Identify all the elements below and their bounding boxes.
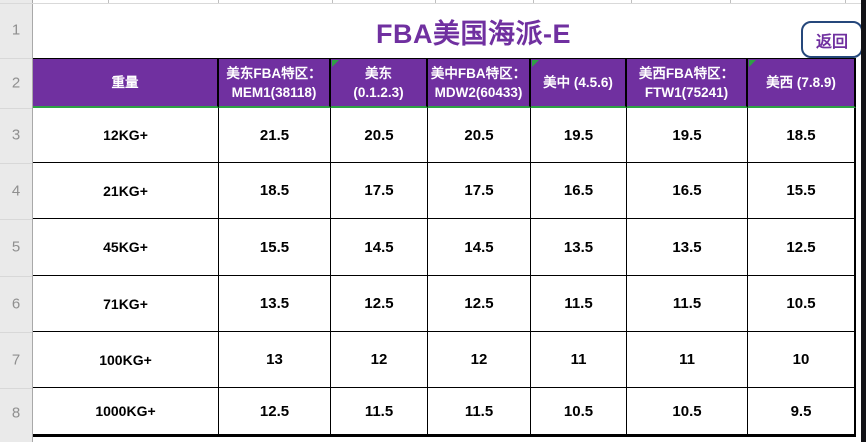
gridline bbox=[845, 0, 846, 3]
row-separator bbox=[0, 332, 32, 333]
error-triangle-icon bbox=[749, 60, 756, 67]
error-triangle-icon bbox=[532, 60, 539, 67]
rate-cell[interactable]: 13.5 bbox=[531, 219, 627, 276]
rate-cell[interactable]: 19.5 bbox=[531, 108, 627, 163]
header-cell-weight[interactable]: 重量 bbox=[33, 58, 219, 108]
rate-cell[interactable]: 16.5 bbox=[531, 163, 627, 219]
rate-cell[interactable]: 13.5 bbox=[219, 276, 331, 332]
rate-cell[interactable]: 17.5 bbox=[428, 163, 531, 219]
rate-cell[interactable]: 10.5 bbox=[748, 276, 856, 332]
gridline bbox=[332, 0, 333, 3]
rate-cell[interactable]: 18.5 bbox=[748, 108, 856, 163]
header-text: 美西FBA特区： bbox=[638, 65, 735, 81]
header-text: 重量 bbox=[111, 75, 139, 90]
gridline bbox=[533, 0, 534, 3]
header-text: MEM1(38118) bbox=[231, 84, 317, 100]
rate-cell[interactable]: 12.5 bbox=[219, 388, 331, 437]
row-number[interactable]: 6 bbox=[11, 295, 21, 313]
rate-cell[interactable]: 19.5 bbox=[627, 108, 748, 163]
header-cell-central[interactable]: 美中 (4.5.6) bbox=[531, 58, 627, 108]
gridline bbox=[0, 3, 866, 4]
rate-cell[interactable]: 21.5 bbox=[219, 108, 331, 163]
row-separator bbox=[0, 388, 32, 389]
gridline bbox=[218, 0, 219, 3]
header-text: (0.1.2.3) bbox=[353, 84, 404, 100]
rate-cell[interactable]: 10.5 bbox=[627, 388, 748, 437]
rate-cell[interactable]: 13 bbox=[219, 332, 331, 388]
rate-table: 重量 美东FBA特区： MEM1(38118) 美东 (0.1.2.3) 美中F… bbox=[33, 58, 856, 437]
gridline bbox=[730, 0, 731, 3]
rate-cell[interactable]: 11.5 bbox=[627, 276, 748, 332]
row-number[interactable]: 1 bbox=[11, 21, 21, 39]
rate-cell[interactable]: 11 bbox=[627, 332, 748, 388]
error-triangle-icon bbox=[332, 60, 339, 67]
rate-cell[interactable]: 11 bbox=[531, 332, 627, 388]
rate-cell[interactable]: 12.5 bbox=[331, 276, 428, 332]
rate-cell[interactable]: 18.5 bbox=[219, 163, 331, 219]
row-number[interactable]: 2 bbox=[11, 74, 21, 92]
rate-cell[interactable]: 14.5 bbox=[428, 219, 531, 276]
header-cell-east-fba[interactable]: 美东FBA特区： MEM1(38118) bbox=[219, 58, 331, 108]
row-separator bbox=[0, 276, 32, 277]
row-separator bbox=[0, 163, 32, 164]
rate-cell[interactable]: 12 bbox=[428, 332, 531, 388]
rate-cell[interactable]: 11.5 bbox=[428, 388, 531, 437]
rate-cell[interactable]: 15.5 bbox=[219, 219, 331, 276]
rate-cell[interactable]: 13.5 bbox=[627, 219, 748, 276]
header-text: 美西 (7.8.9) bbox=[766, 75, 836, 90]
header-text: 美中 (4.5.6) bbox=[543, 75, 613, 90]
weight-cell[interactable]: 71KG+ bbox=[33, 276, 219, 332]
rate-cell[interactable]: 12.5 bbox=[748, 219, 856, 276]
gridline bbox=[108, 0, 109, 3]
rate-cell[interactable]: 11.5 bbox=[331, 388, 428, 437]
rate-cell[interactable]: 10 bbox=[748, 332, 856, 388]
rate-cell[interactable]: 12.5 bbox=[428, 276, 531, 332]
row-header-column: 1 2 3 4 5 6 7 8 bbox=[0, 0, 33, 442]
row-separator bbox=[0, 108, 32, 109]
rate-cell[interactable]: 20.5 bbox=[428, 108, 531, 163]
page-title: FBA美国海派-E bbox=[376, 18, 571, 49]
weight-cell[interactable]: 12KG+ bbox=[33, 108, 219, 163]
row-separator bbox=[0, 58, 32, 59]
back-button[interactable]: 返回 bbox=[801, 21, 863, 58]
header-cell-central-fba[interactable]: 美中FBA特区： MDW2(60433) bbox=[428, 58, 531, 108]
rate-cell[interactable]: 12 bbox=[331, 332, 428, 388]
gridline bbox=[631, 0, 632, 3]
gridline bbox=[435, 0, 436, 3]
rate-cell[interactable]: 20.5 bbox=[331, 108, 428, 163]
rate-cell[interactable]: 17.5 bbox=[331, 163, 428, 219]
rate-cell[interactable]: 14.5 bbox=[331, 219, 428, 276]
row-number[interactable]: 8 bbox=[11, 404, 21, 422]
rate-cell[interactable]: 9.5 bbox=[748, 388, 856, 437]
window-edge bbox=[861, 0, 866, 442]
header-text: MDW2(60433) bbox=[434, 84, 523, 100]
weight-cell[interactable]: 1000KG+ bbox=[33, 388, 219, 437]
rate-cell[interactable]: 15.5 bbox=[748, 163, 856, 219]
weight-cell[interactable]: 21KG+ bbox=[33, 163, 219, 219]
row-number[interactable]: 4 bbox=[11, 182, 21, 200]
weight-cell[interactable]: 100KG+ bbox=[33, 332, 219, 388]
header-text: 美东 bbox=[365, 65, 392, 81]
title-cell[interactable]: FBA美国海派-E bbox=[33, 4, 856, 58]
row-number[interactable]: 5 bbox=[11, 238, 21, 256]
header-cell-west-fba[interactable]: 美西FBA特区： FTW1(75241) bbox=[627, 58, 748, 108]
rate-cell[interactable]: 11.5 bbox=[531, 276, 627, 332]
row-separator bbox=[0, 219, 32, 220]
weight-cell[interactable]: 45KG+ bbox=[33, 219, 219, 276]
header-cell-west[interactable]: 美西 (7.8.9) bbox=[748, 58, 856, 108]
header-text: FTW1(75241) bbox=[644, 84, 729, 100]
row-number[interactable]: 7 bbox=[11, 351, 21, 369]
header-text: 美中FBA特区： bbox=[430, 65, 527, 81]
header-text: 美东FBA特区： bbox=[226, 65, 322, 81]
rate-cell[interactable]: 16.5 bbox=[627, 163, 748, 219]
back-button-label: 返回 bbox=[815, 33, 848, 51]
rate-cell[interactable]: 10.5 bbox=[531, 388, 627, 437]
row-number[interactable]: 3 bbox=[11, 126, 21, 144]
header-cell-east[interactable]: 美东 (0.1.2.3) bbox=[331, 58, 428, 108]
